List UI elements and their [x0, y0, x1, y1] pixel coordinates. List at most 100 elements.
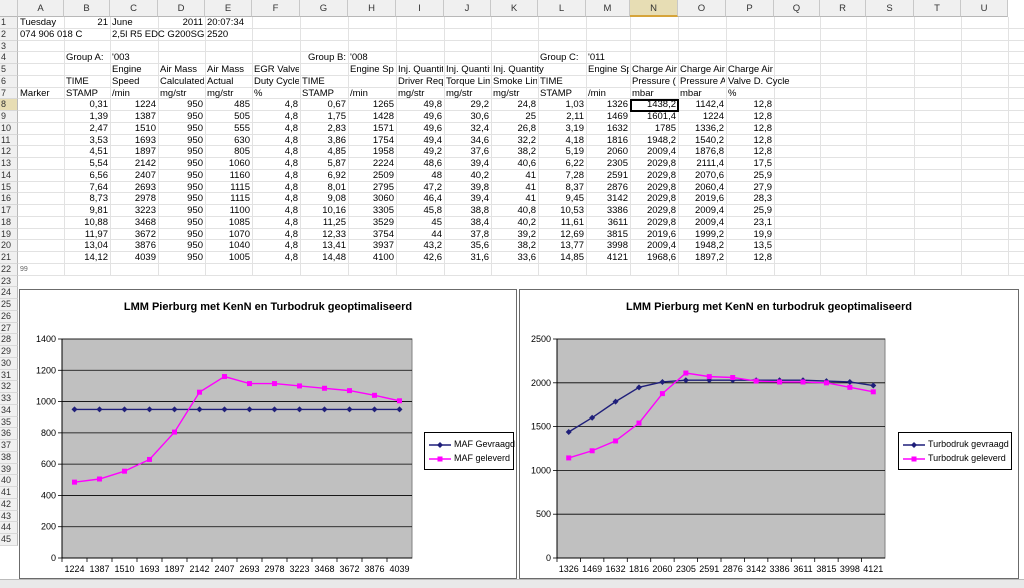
- cell-h7[interactable]: /min: [350, 87, 368, 99]
- cell-n14[interactable]: 2029,8: [646, 169, 676, 181]
- cell-o14[interactable]: 2070,6: [694, 169, 724, 181]
- column-header-o[interactable]: O: [678, 0, 726, 17]
- cell-e14[interactable]: 1160: [229, 169, 250, 181]
- cell-c18[interactable]: 3468: [134, 216, 156, 228]
- column-header-h[interactable]: H: [348, 0, 396, 17]
- cell-c12[interactable]: 1897: [134, 146, 156, 158]
- column-header-c[interactable]: C: [110, 0, 158, 17]
- cell-k19[interactable]: 39,2: [517, 228, 537, 240]
- cell-b12[interactable]: 4,51: [89, 146, 109, 158]
- cell-f14[interactable]: 4,8: [284, 169, 298, 181]
- row-header-4[interactable]: 4: [0, 52, 18, 64]
- cell-o15[interactable]: 2060,4: [694, 181, 724, 193]
- cell-j11[interactable]: 34,6: [470, 134, 490, 146]
- cell-i16[interactable]: 46,4: [423, 193, 443, 205]
- column-header-f[interactable]: F: [252, 0, 300, 17]
- cell-f21[interactable]: 4,8: [284, 252, 298, 263]
- cell-h4[interactable]: '008: [350, 52, 368, 64]
- cell-m5[interactable]: Engine Sp: [588, 64, 629, 75]
- cell-p16[interactable]: 28,3: [753, 193, 773, 205]
- cell-d12[interactable]: 950: [187, 146, 203, 158]
- cell-b18[interactable]: 10,88: [84, 216, 108, 228]
- cell-f9[interactable]: 4,8: [284, 111, 298, 122]
- cell-o17[interactable]: 2009,4: [694, 205, 724, 216]
- column-header-q[interactable]: Q: [774, 0, 820, 17]
- row-header-20[interactable]: 20: [0, 240, 18, 252]
- cell-k16[interactable]: 41: [525, 193, 536, 205]
- cell-i9[interactable]: 49,6: [423, 111, 443, 122]
- cell-e10[interactable]: 555: [234, 122, 250, 134]
- cell-k15[interactable]: 41: [525, 181, 536, 193]
- cell-p20[interactable]: 13,5: [753, 240, 773, 252]
- row-header-11[interactable]: 11: [0, 134, 18, 147]
- cell-d10[interactable]: 950: [187, 122, 203, 134]
- cell-h11[interactable]: 1754: [372, 134, 394, 146]
- cell-o20[interactable]: 1948,2: [694, 240, 724, 252]
- cell-f6[interactable]: Duty Cycle: [254, 75, 299, 87]
- cell-j10[interactable]: 32,4: [470, 122, 490, 134]
- cell-j19[interactable]: 37,8: [470, 228, 490, 240]
- cell-e12[interactable]: 805: [234, 146, 250, 158]
- cell-n21[interactable]: 1968,6: [646, 252, 676, 263]
- cell-i10[interactable]: 49,6: [423, 122, 443, 134]
- cell-i20[interactable]: 43,2: [423, 240, 443, 252]
- cell-d5[interactable]: Air Mass: [160, 64, 197, 75]
- cell-l12[interactable]: 5,19: [565, 146, 585, 158]
- cell-h20[interactable]: 3937: [372, 240, 394, 252]
- cell-b21[interactable]: 14,12: [84, 252, 108, 263]
- cell-e2[interactable]: 2520: [207, 28, 229, 40]
- horizontal-scrollbar[interactable]: [0, 579, 1024, 588]
- cell-p18[interactable]: 23,1: [753, 216, 773, 228]
- column-header-j[interactable]: J: [444, 0, 491, 17]
- row-header-29[interactable]: 29: [0, 346, 18, 358]
- cell-j7[interactable]: mg/str: [446, 87, 473, 99]
- cell-o16[interactable]: 2019,6: [694, 193, 724, 205]
- cell-o10[interactable]: 1336,2: [694, 122, 724, 134]
- cell-g15[interactable]: 8,01: [327, 181, 347, 193]
- cell-k10[interactable]: 26,8: [517, 122, 537, 134]
- cell-e11[interactable]: 630: [234, 134, 250, 146]
- cell-c21[interactable]: 4039: [134, 252, 156, 263]
- row-header-24[interactable]: 24: [0, 287, 18, 299]
- cell-d7[interactable]: mg/str: [160, 87, 187, 99]
- cell-l19[interactable]: 12,69: [560, 228, 584, 240]
- cell-j5[interactable]: Inj. Quantit: [446, 64, 490, 75]
- cell-e13[interactable]: 1060: [228, 158, 250, 169]
- cell-b15[interactable]: 7,64: [89, 181, 109, 193]
- chart-2[interactable]: LMM Pierburg met KenN en turbodruk geopt…: [519, 289, 1019, 579]
- cell-c15[interactable]: 2693: [134, 181, 156, 193]
- cell-g10[interactable]: 2,83: [327, 122, 347, 134]
- cell-i15[interactable]: 47,2: [423, 181, 443, 193]
- cell-j17[interactable]: 38,8: [470, 205, 490, 216]
- cell-b13[interactable]: 5,54: [89, 158, 109, 169]
- cell-i19[interactable]: 44: [431, 228, 442, 240]
- cell-e7[interactable]: mg/str: [207, 87, 234, 99]
- cell-g18[interactable]: 11,25: [322, 216, 346, 228]
- row-header-3[interactable]: 3: [0, 40, 18, 53]
- row-header-9[interactable]: 9: [0, 111, 18, 123]
- row-header-1[interactable]: 1: [0, 17, 18, 29]
- cell-l18[interactable]: 11,61: [560, 216, 584, 228]
- chart-1[interactable]: LMM Pierburg met KenN en Turbodruk geopt…: [19, 289, 517, 579]
- cell-n17[interactable]: 2029,8: [646, 205, 676, 216]
- cell-m11[interactable]: 1816: [606, 134, 628, 146]
- cell-g13[interactable]: 5,87: [327, 158, 347, 169]
- cell-g8[interactable]: 0,67: [327, 99, 347, 111]
- cell-l21[interactable]: 14,85: [560, 252, 584, 263]
- row-header-23[interactable]: 23: [0, 275, 18, 288]
- cell-l11[interactable]: 4,18: [565, 134, 585, 146]
- cell-c6[interactable]: Speed: [112, 75, 140, 87]
- cell-l14[interactable]: 7,28: [565, 169, 585, 181]
- row-header-8[interactable]: 8: [0, 99, 18, 111]
- cell-h13[interactable]: 2224: [372, 158, 394, 169]
- cell-k17[interactable]: 40,8: [517, 205, 537, 216]
- cell-e20[interactable]: 1040: [228, 240, 250, 252]
- cell-c7[interactable]: /min: [112, 87, 130, 99]
- column-header-t[interactable]: T: [914, 0, 961, 17]
- cell-p14[interactable]: 25,9: [753, 169, 773, 181]
- cell-e19[interactable]: 1070: [228, 228, 250, 240]
- cell-g16[interactable]: 9,08: [327, 193, 347, 205]
- cell-g17[interactable]: 10,16: [322, 205, 346, 216]
- cell-a2[interactable]: 074 906 018 C: [20, 28, 83, 40]
- row-header-15[interactable]: 15: [0, 181, 18, 194]
